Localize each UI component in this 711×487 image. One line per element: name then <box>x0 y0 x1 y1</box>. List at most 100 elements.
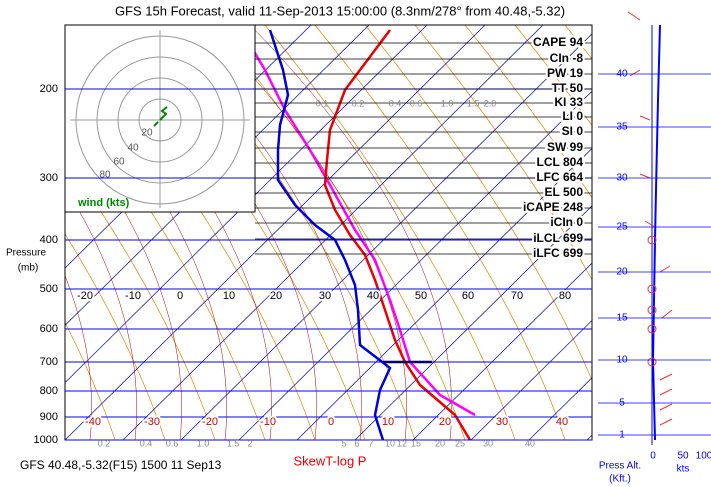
isotherm <box>238 90 592 440</box>
mixing-label: 30 <box>483 438 493 448</box>
index: LFC 664 <box>536 170 583 184</box>
pressure-label: 900 <box>40 411 58 423</box>
mixing-label: 40 <box>525 438 535 448</box>
marker <box>647 305 657 315</box>
temp-label: 80 <box>559 290 571 302</box>
ring-label: 60 <box>113 157 125 168</box>
axis-label: Pressure <box>6 248 46 259</box>
pressure-label: 300 <box>40 172 58 184</box>
pressure-label: 700 <box>40 356 58 368</box>
altitude-label: 1 <box>619 430 625 441</box>
index: SW 99 <box>547 140 583 154</box>
index: CIn -8 <box>550 51 584 65</box>
wind-barbs <box>627 11 673 426</box>
isotherm <box>354 205 592 440</box>
mixing-label: 1.5 <box>467 98 480 108</box>
mixing-label: 1.5 <box>227 438 240 448</box>
temp-label: 10 <box>223 290 235 302</box>
temp-label: 0 <box>177 290 183 302</box>
isotherm <box>65 25 428 384</box>
speed-label: 100 <box>696 451 711 462</box>
speed-label: 50 <box>677 451 689 462</box>
mixing-label: 7 <box>368 438 373 448</box>
isotherm <box>296 148 592 440</box>
pressure-label: 400 <box>40 234 58 246</box>
temp-label: 30 <box>496 416 508 428</box>
temp-label: 70 <box>511 290 523 302</box>
isotherm <box>180 33 592 440</box>
mixing-label: 5 <box>341 438 346 448</box>
mixing-label: 0.6 <box>410 98 423 108</box>
mixing-label: 0.6 <box>166 438 179 448</box>
isotherm <box>412 262 592 440</box>
mixing-label: 0.2 <box>352 98 365 108</box>
isotherm <box>122 25 544 440</box>
mixing-label: 15 <box>411 438 421 448</box>
temperature-curve <box>323 29 472 440</box>
temp-label: -10 <box>260 416 276 428</box>
marker <box>647 324 657 334</box>
pressure-label: 200 <box>40 83 58 95</box>
altitude-label: 10 <box>616 355 628 366</box>
altitude-label: 5 <box>619 398 625 409</box>
mixing-label: 10 <box>385 438 395 448</box>
title: GFS 15h Forecast, valid 11-Sep-2013 15:0… <box>115 3 565 18</box>
ring-label: 80 <box>99 170 111 181</box>
marker <box>647 357 657 367</box>
index: TT 50 <box>552 81 584 95</box>
temp-label: -40 <box>85 416 101 428</box>
index: KI 33 <box>554 95 583 109</box>
temp-label: 40 <box>556 416 568 428</box>
temp-label: -20 <box>202 416 218 428</box>
mixing-label: 25 <box>455 438 465 448</box>
hodograph-caption: wind (kts) <box>77 197 130 209</box>
altitude-label: 35 <box>616 122 628 133</box>
dry-adiabat <box>65 321 116 440</box>
ring-label: 20 <box>141 128 153 139</box>
index: iLFC 699 <box>533 246 583 260</box>
moist-adiabat <box>204 25 407 440</box>
index: iCAPE 248 <box>523 200 583 214</box>
mixing-label: 0.4 <box>140 438 153 448</box>
index: iLCL 699 <box>533 231 583 245</box>
altitude-label: 15 <box>616 313 628 324</box>
marker <box>647 235 657 245</box>
temp-label: 40 <box>367 290 379 302</box>
mixing-label: 0.2 <box>98 438 111 448</box>
index: LI 0 <box>562 109 583 123</box>
pressure-label: 500 <box>40 283 58 295</box>
temp-label: 20 <box>439 416 451 428</box>
mixing-label: 6 <box>354 438 359 448</box>
speed-label: 0 <box>650 451 656 462</box>
altitude-label: 20 <box>616 267 628 278</box>
mixing-label: 2.0 <box>484 98 497 108</box>
mixing-label: 0.4 <box>389 98 402 108</box>
pressure-label: 800 <box>40 385 58 397</box>
dry-adiabat <box>65 88 266 440</box>
marker <box>647 284 657 294</box>
wind-speed-line <box>651 24 661 441</box>
axis-label: (mb) <box>18 263 39 274</box>
mixing-label: 0.1 <box>316 98 329 108</box>
moist-adiabat <box>65 275 92 440</box>
isotherm <box>470 319 592 440</box>
temp-label: 0 <box>328 416 334 428</box>
index: iCIn 0 <box>550 215 583 229</box>
index: SI 0 <box>562 124 584 138</box>
temp-label: -10 <box>125 290 141 302</box>
index: CAPE 94 <box>533 35 583 49</box>
isotherm <box>65 25 486 440</box>
moist-adiabat <box>65 186 137 440</box>
mixing-label: 2 <box>247 438 252 448</box>
temp-label: -20 <box>77 290 93 302</box>
footer-location: GFS 40.48,-5.32(F15) 1500 11 Sep13 <box>20 458 222 472</box>
alt-label: Press Alt. <box>599 461 641 472</box>
dry-adiabat <box>65 233 166 440</box>
isotherm <box>65 25 370 326</box>
mixing-label: 1.0 <box>197 438 210 448</box>
temp-label: 50 <box>415 290 427 302</box>
pressure-label: 1000 <box>34 434 58 446</box>
temp-label: 20 <box>270 290 282 302</box>
